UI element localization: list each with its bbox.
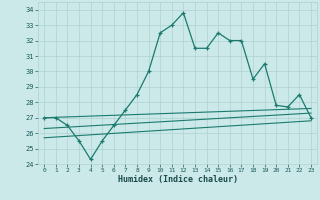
X-axis label: Humidex (Indice chaleur): Humidex (Indice chaleur) (118, 175, 238, 184)
